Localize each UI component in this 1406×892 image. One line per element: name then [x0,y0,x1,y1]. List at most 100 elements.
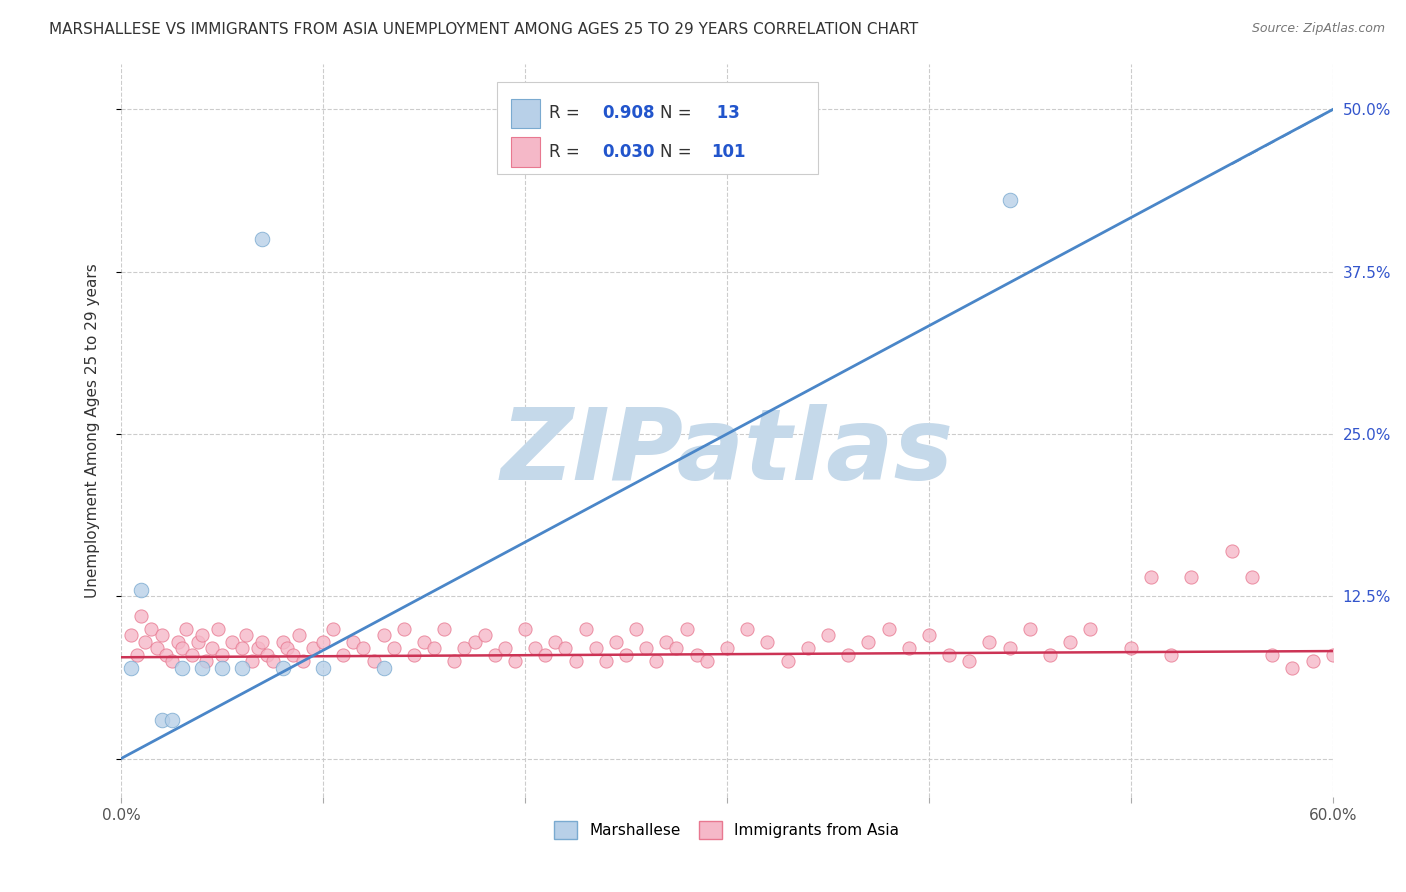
Point [353,641,375,656]
Point [174,622,197,636]
Text: R =: R = [548,104,585,122]
Point [474,628,496,642]
Text: Source: ZipAtlas.com: Source: ZipAtlas.com [1251,22,1385,36]
Point [494,641,516,656]
Text: MARSHALLESE VS IMMIGRANTS FROM ASIA UNEMPLOYMENT AMONG AGES 25 TO 29 YEARS CORRE: MARSHALLESE VS IMMIGRANTS FROM ASIA UNEM… [49,22,918,37]
Point [170,641,193,656]
Point [288,628,311,642]
Point [614,648,637,662]
Point [453,641,475,656]
Point [1160,648,1182,662]
Point [1180,570,1202,584]
Point [735,622,758,636]
Text: N =: N = [661,104,697,122]
Point [998,194,1021,208]
Point [201,641,224,656]
Point [271,634,294,648]
Point [332,648,354,662]
Text: 101: 101 [711,143,745,161]
Point [1140,570,1163,584]
Point [443,654,465,668]
Point [281,648,304,662]
FancyBboxPatch shape [512,98,540,128]
Point [291,654,314,668]
Point [897,641,920,656]
Point [392,622,415,636]
Point [433,622,456,636]
Point [256,648,278,662]
Point [146,641,169,656]
Point [242,654,264,668]
Point [221,634,243,648]
Text: N =: N = [661,143,697,161]
Point [1059,634,1081,648]
Point [322,622,344,636]
Point [716,641,738,656]
Point [312,634,335,648]
Point [595,654,617,668]
Point [544,634,567,648]
Text: ZIPatlas: ZIPatlas [501,404,953,501]
Point [211,660,233,674]
Point [231,641,253,656]
Point [524,641,547,656]
Point [191,628,214,642]
Point [636,641,658,656]
Point [776,654,799,668]
Point [665,641,688,656]
Point [918,628,941,642]
Legend: Marshallese, Immigrants from Asia: Marshallese, Immigrants from Asia [548,815,905,845]
Point [120,628,142,642]
Point [979,634,1001,648]
Point [685,648,707,662]
Point [423,641,446,656]
Point [796,641,818,656]
Point [252,232,274,246]
Point [574,622,596,636]
Point [534,648,557,662]
Point [564,654,586,668]
Point [120,660,142,674]
Point [645,654,668,668]
Point [1302,654,1324,668]
Point [837,648,859,662]
Point [131,582,153,597]
Point [1261,648,1284,662]
Text: 0.030: 0.030 [602,143,655,161]
Point [166,634,188,648]
Point [191,660,214,674]
Point [235,628,257,642]
Point [252,634,274,648]
Point [655,634,678,648]
Point [817,628,839,642]
Point [1281,660,1303,674]
Point [207,622,229,636]
Point [134,634,156,648]
Point [342,634,364,648]
Point [1080,622,1102,636]
Point [957,654,980,668]
Point [1240,570,1263,584]
Point [624,622,647,636]
Point [373,628,395,642]
Point [141,622,163,636]
Point [938,648,960,662]
Point [302,641,325,656]
Point [1322,648,1344,662]
Point [1039,648,1062,662]
Text: 0.908: 0.908 [602,104,655,122]
Point [150,713,173,727]
Point [231,660,253,674]
Point [585,641,607,656]
Point [484,648,506,662]
Point [271,660,294,674]
Point [180,648,202,662]
Text: 13: 13 [711,104,740,122]
Point [1220,544,1243,558]
FancyBboxPatch shape [512,137,540,167]
FancyBboxPatch shape [496,82,818,174]
Point [363,654,385,668]
Point [1119,641,1142,656]
Point [513,622,536,636]
Point [155,648,177,662]
